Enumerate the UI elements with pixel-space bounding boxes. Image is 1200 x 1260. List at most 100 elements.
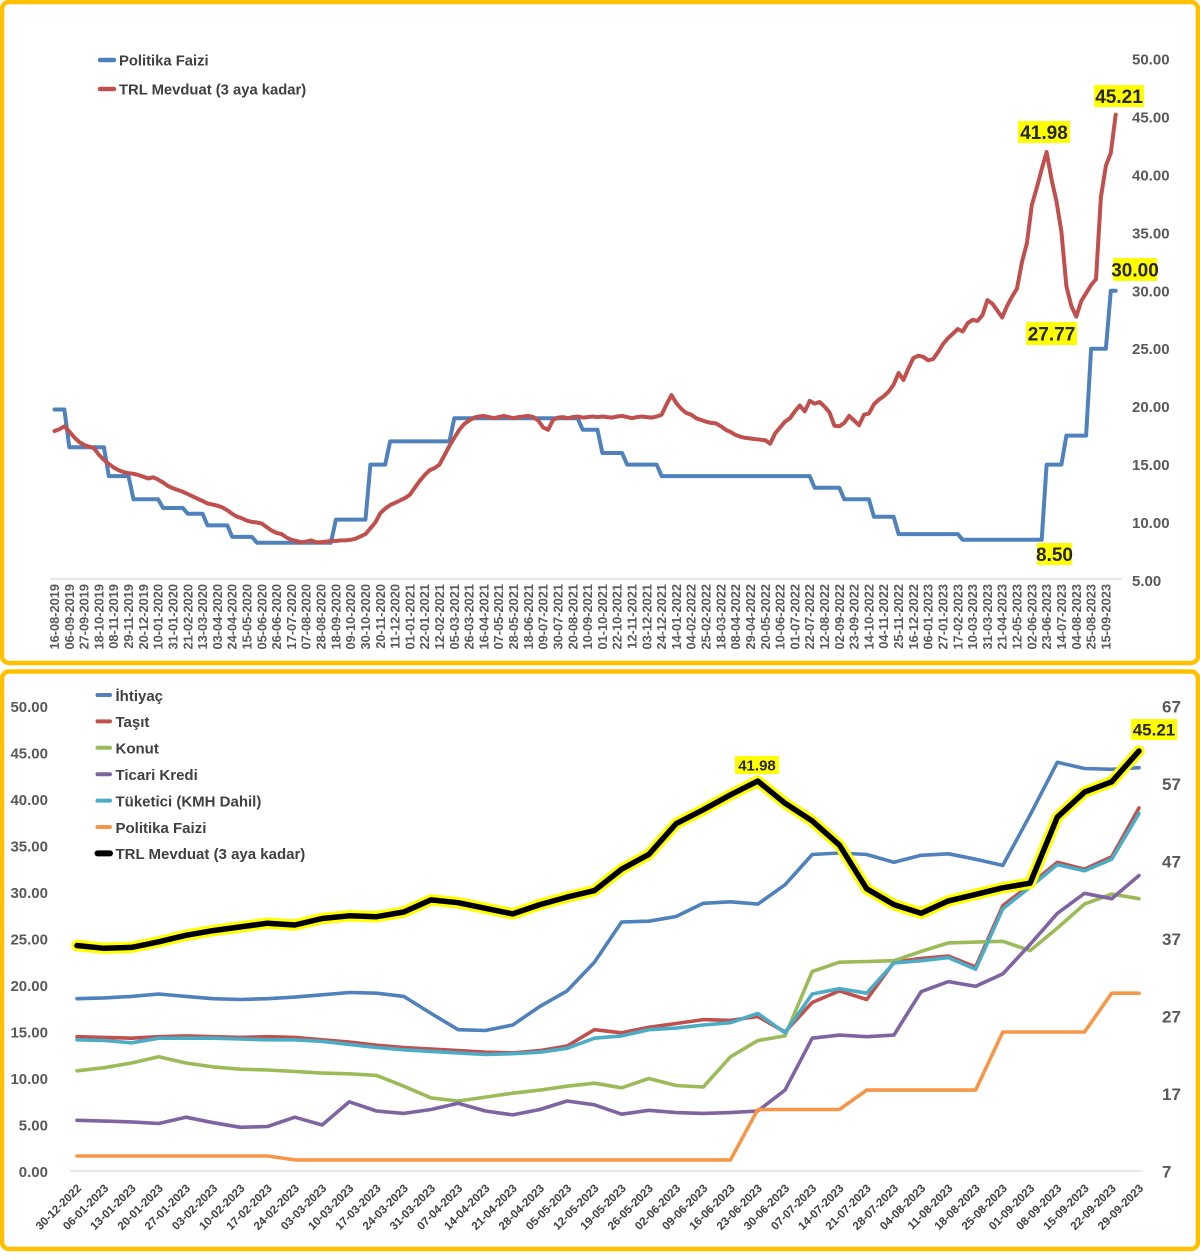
svg-text:10-09-2021: 10-09-2021 — [580, 584, 595, 649]
svg-text:17-02-2023: 17-02-2023 — [950, 584, 965, 649]
svg-text:12-08-2022: 12-08-2022 — [817, 584, 832, 649]
svg-text:45.00: 45.00 — [10, 746, 48, 763]
svg-text:47: 47 — [1162, 853, 1181, 872]
svg-text:02-09-2022: 02-09-2022 — [832, 584, 847, 649]
svg-text:30-07-2021: 30-07-2021 — [551, 584, 566, 649]
svg-text:25-08-2023: 25-08-2023 — [1084, 584, 1099, 649]
svg-text:04-11-2022: 04-11-2022 — [876, 584, 891, 649]
svg-text:41.98: 41.98 — [738, 757, 776, 774]
svg-text:20-11-2020: 20-11-2020 — [373, 584, 388, 649]
svg-text:Konut: Konut — [116, 741, 159, 758]
svg-text:27.77: 27.77 — [1028, 324, 1076, 345]
svg-text:17: 17 — [1162, 1085, 1181, 1104]
svg-text:22-10-2021: 22-10-2021 — [610, 584, 625, 649]
svg-text:27-09-2019: 27-09-2019 — [77, 584, 92, 649]
svg-text:8.50: 8.50 — [1036, 545, 1073, 566]
svg-text:05-06-2020: 05-06-2020 — [254, 584, 269, 649]
svg-text:12-05-2023: 12-05-2023 — [1010, 584, 1025, 649]
svg-text:07-05-2021: 07-05-2021 — [491, 584, 506, 649]
svg-text:67: 67 — [1162, 698, 1181, 717]
svg-text:22-07-2022: 22-07-2022 — [802, 584, 817, 649]
svg-text:02-06-2023: 02-06-2023 — [1024, 584, 1039, 649]
svg-text:03-04-2020: 03-04-2020 — [210, 584, 225, 649]
svg-text:21-02-2020: 21-02-2020 — [180, 584, 195, 649]
svg-text:16-08-2019: 16-08-2019 — [47, 584, 62, 649]
svg-text:Taşıt: Taşıt — [116, 714, 150, 731]
svg-text:25.00: 25.00 — [10, 932, 48, 949]
svg-text:06-01-2023: 06-01-2023 — [921, 584, 936, 649]
svg-text:22-01-2021: 22-01-2021 — [417, 584, 432, 649]
svg-text:30-10-2020: 30-10-2020 — [358, 584, 373, 649]
svg-text:05-03-2021: 05-03-2021 — [447, 584, 462, 649]
svg-text:30.00: 30.00 — [10, 885, 48, 902]
svg-text:5.00: 5.00 — [1132, 573, 1161, 590]
svg-text:23-09-2022: 23-09-2022 — [847, 584, 862, 649]
svg-text:Tüketici (KMH Dahil): Tüketici (KMH Dahil) — [116, 793, 262, 810]
svg-text:10-01-2020: 10-01-2020 — [151, 584, 166, 649]
svg-text:35.00: 35.00 — [1132, 225, 1170, 242]
svg-text:10.00: 10.00 — [10, 1071, 48, 1088]
svg-text:10-03-2023: 10-03-2023 — [965, 584, 980, 649]
svg-text:11-12-2020: 11-12-2020 — [388, 584, 403, 649]
svg-text:08-04-2022: 08-04-2022 — [728, 584, 743, 649]
svg-text:25-02-2022: 25-02-2022 — [699, 584, 714, 649]
svg-text:TRL Mevduat (3 aya kadar): TRL Mevduat (3 aya kadar) — [119, 83, 306, 99]
svg-text:45.00: 45.00 — [1132, 110, 1170, 127]
svg-text:13-03-2020: 13-03-2020 — [195, 584, 210, 649]
svg-text:45.21: 45.21 — [1095, 87, 1143, 108]
svg-text:18-10-2019: 18-10-2019 — [91, 584, 106, 649]
svg-text:01-01-2021: 01-01-2021 — [402, 584, 417, 649]
svg-text:45.21: 45.21 — [1133, 721, 1176, 740]
svg-text:09-10-2020: 09-10-2020 — [343, 584, 358, 649]
svg-text:31-03-2023: 31-03-2023 — [980, 584, 995, 649]
svg-text:14-10-2022: 14-10-2022 — [861, 584, 876, 649]
svg-text:20.00: 20.00 — [10, 978, 48, 995]
svg-text:29-11-2019: 29-11-2019 — [121, 584, 136, 649]
svg-text:0.00: 0.00 — [19, 1164, 48, 1181]
svg-text:35.00: 35.00 — [10, 839, 48, 856]
svg-text:26-06-2020: 26-06-2020 — [269, 584, 284, 649]
svg-text:20.00: 20.00 — [1132, 399, 1170, 416]
svg-text:08-11-2019: 08-11-2019 — [106, 584, 121, 649]
svg-text:24-12-2021: 24-12-2021 — [654, 584, 669, 649]
svg-text:31-01-2020: 31-01-2020 — [166, 584, 181, 649]
svg-text:23-06-2023: 23-06-2023 — [1039, 584, 1054, 649]
svg-text:30.00: 30.00 — [1132, 283, 1170, 300]
svg-text:01-10-2021: 01-10-2021 — [595, 584, 610, 649]
svg-text:16-12-2022: 16-12-2022 — [906, 584, 921, 649]
svg-text:50.00: 50.00 — [1132, 52, 1170, 69]
svg-text:12-02-2021: 12-02-2021 — [432, 584, 447, 649]
svg-text:7: 7 — [1162, 1163, 1171, 1182]
svg-text:26-03-2021: 26-03-2021 — [462, 584, 477, 649]
svg-text:16-04-2021: 16-04-2021 — [476, 584, 491, 649]
svg-text:10.00: 10.00 — [1132, 515, 1170, 532]
svg-text:14-01-2022: 14-01-2022 — [669, 584, 684, 649]
svg-text:57: 57 — [1162, 775, 1181, 794]
svg-text:25.00: 25.00 — [1132, 341, 1170, 358]
svg-text:İhtiyaç: İhtiyaç — [116, 688, 164, 705]
svg-text:03-12-2021: 03-12-2021 — [639, 584, 654, 649]
svg-text:50.00: 50.00 — [10, 699, 48, 716]
svg-text:24-04-2020: 24-04-2020 — [225, 584, 240, 649]
svg-text:18-06-2021: 18-06-2021 — [521, 584, 536, 649]
svg-text:40.00: 40.00 — [1132, 168, 1170, 185]
svg-text:12-11-2021: 12-11-2021 — [625, 584, 640, 649]
svg-text:37: 37 — [1162, 930, 1181, 949]
svg-text:20-12-2019: 20-12-2019 — [136, 584, 151, 649]
svg-text:25-11-2022: 25-11-2022 — [891, 584, 906, 649]
svg-text:28-08-2020: 28-08-2020 — [314, 584, 329, 649]
svg-text:Politika Faizi: Politika Faizi — [116, 820, 207, 837]
svg-text:07-08-2020: 07-08-2020 — [299, 584, 314, 649]
svg-text:15.00: 15.00 — [1132, 457, 1170, 474]
svg-text:27-01-2023: 27-01-2023 — [936, 584, 951, 649]
svg-text:10-06-2022: 10-06-2022 — [773, 584, 788, 649]
svg-text:TRL Mevduat (3 aya kadar): TRL Mevduat (3 aya kadar) — [116, 846, 306, 863]
svg-text:29-04-2022: 29-04-2022 — [743, 584, 758, 649]
svg-text:14-07-2023: 14-07-2023 — [1054, 584, 1069, 649]
svg-text:15-05-2020: 15-05-2020 — [240, 584, 255, 649]
svg-text:01-07-2022: 01-07-2022 — [787, 584, 802, 649]
svg-text:21-04-2023: 21-04-2023 — [995, 584, 1010, 649]
svg-text:09-07-2021: 09-07-2021 — [536, 584, 551, 649]
svg-text:18-09-2020: 18-09-2020 — [328, 584, 343, 649]
svg-text:20-08-2021: 20-08-2021 — [565, 584, 580, 649]
